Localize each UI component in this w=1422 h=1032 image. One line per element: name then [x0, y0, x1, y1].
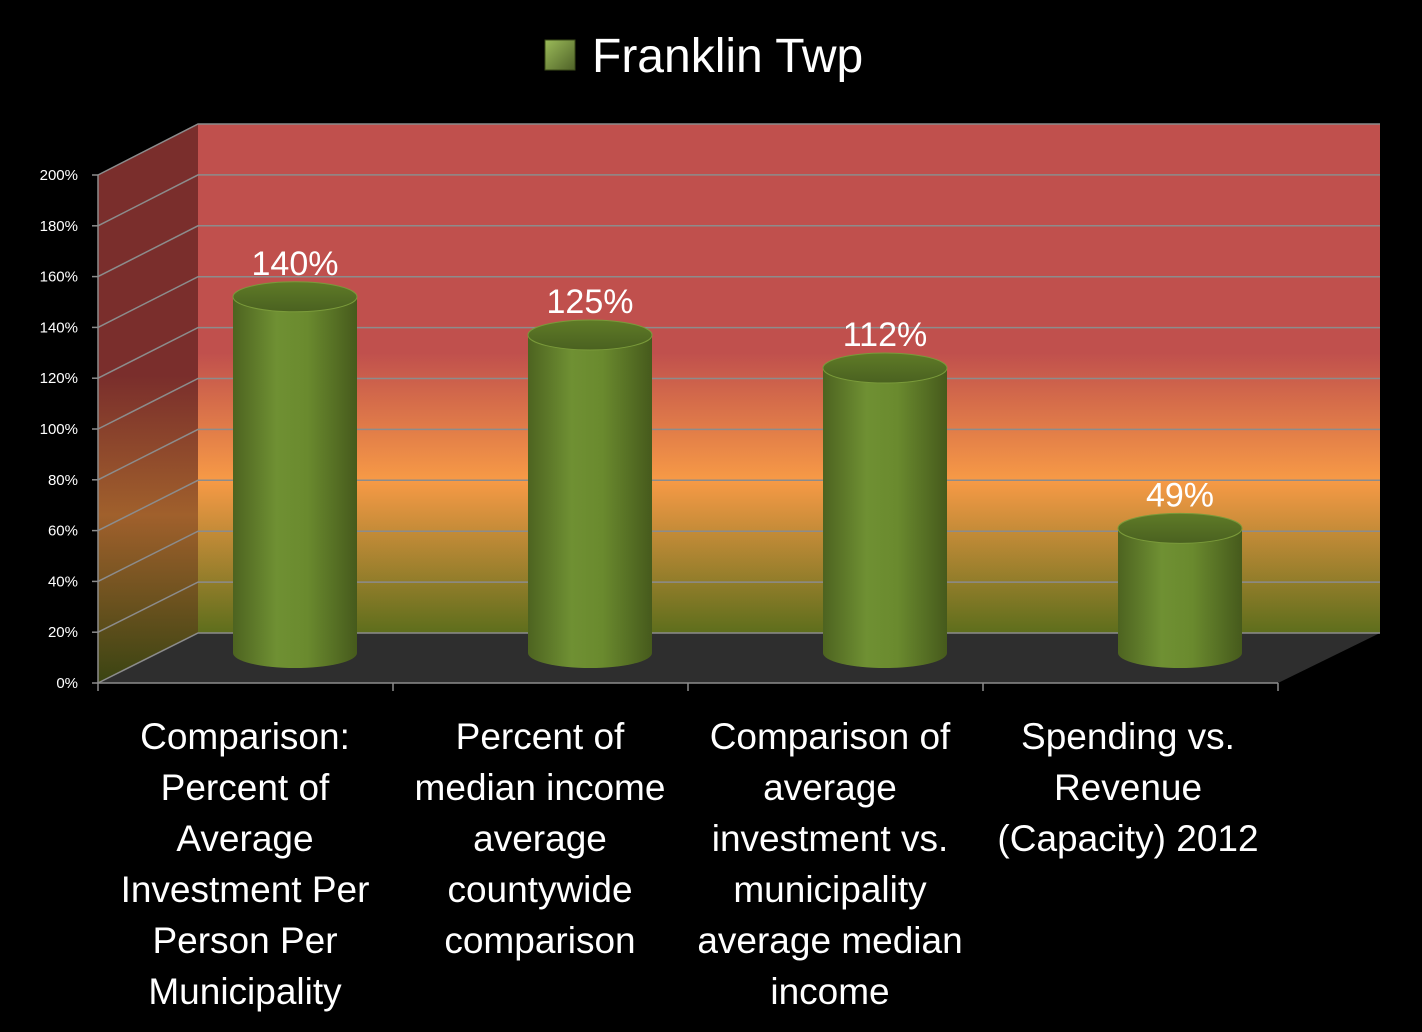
category-label: Comparison of average investment vs. munici…: [697, 716, 962, 1012]
y-tick-label: 100%: [40, 421, 78, 438]
bar: [1117, 512, 1243, 668]
category-label-line: (Capacity) 2012: [997, 818, 1258, 859]
category-label: Comparison: Percent of Average Investment P…: [121, 716, 370, 1012]
bar: [527, 319, 653, 668]
category-label-line: Municipality: [148, 971, 342, 1012]
category-label-line: Average: [176, 818, 313, 859]
gridline: [97, 632, 1380, 684]
floor: [98, 633, 1380, 683]
bars: [232, 281, 1243, 668]
gridline: [97, 479, 1380, 532]
bar-body: [528, 334, 652, 668]
category-label-line: income: [770, 971, 889, 1012]
category-label-line: average: [473, 818, 607, 859]
gridline: [97, 225, 1380, 278]
y-tick-label: 120%: [40, 370, 78, 387]
gridlines: [97, 123, 1380, 684]
gridline: [97, 377, 1380, 430]
plot-area: 0% 20% 40% 60% 80% 100% 120% 140% 160% 180% 200% 1…: [40, 123, 1380, 1012]
y-tick-label: 180%: [40, 218, 78, 235]
bar: [822, 352, 948, 668]
y-tick-label: 80%: [48, 472, 78, 489]
y-tick-label: 40%: [48, 573, 78, 590]
category-label-line: Percent of: [456, 716, 625, 757]
y-tick-label: 140%: [40, 319, 78, 336]
data-labels: 140% 125% 112% 49%: [252, 245, 1215, 515]
x-axis: [97, 682, 1279, 691]
bar-top: [1117, 512, 1243, 544]
category-labels: Comparison: Percent of Average Investment P…: [121, 716, 1259, 1012]
category-label-line: Spending vs.: [1021, 716, 1235, 757]
category-label-line: Comparison of: [710, 716, 951, 757]
y-tick-label: 0%: [56, 675, 78, 692]
category-label-line: Comparison:: [140, 716, 350, 757]
bar-top: [232, 281, 358, 313]
category-label-line: Revenue: [1054, 767, 1202, 808]
category-label-line: average median: [697, 920, 962, 961]
category-label-line: investment vs.: [712, 818, 948, 859]
gridline: [97, 123, 1380, 176]
gridline: [97, 428, 1380, 481]
bar-top: [527, 319, 653, 351]
data-label: 140%: [252, 245, 339, 283]
category-label: Percent of median income average countywide…: [415, 716, 666, 961]
bar-top: [822, 352, 948, 384]
gridline: [97, 581, 1380, 633]
data-label: 49%: [1146, 476, 1214, 514]
bar-body: [1118, 528, 1242, 668]
legend-swatch-franklin-twp: [544, 39, 576, 71]
gridline: [97, 326, 1380, 379]
y-tick-label: 160%: [40, 269, 78, 286]
category-label-line: median income: [415, 767, 666, 808]
category-label-line: average: [763, 767, 897, 808]
gridline: [97, 174, 1380, 227]
category-label-line: Investment Per: [121, 869, 370, 910]
legend-label-franklin-twp: Franklin Twp: [592, 30, 863, 83]
category-label-line: Percent of: [161, 767, 330, 808]
category-label-line: Person Per: [152, 920, 337, 961]
category-label-line: countywide: [447, 869, 632, 910]
category-label: Spending vs. Revenue (Capacity) 2012: [997, 716, 1258, 859]
y-tick-label: 60%: [48, 523, 78, 540]
gridline: [97, 530, 1380, 583]
legend: Franklin Twp: [544, 30, 863, 83]
y-axis: 0% 20% 40% 60% 80% 100% 120% 140% 160% 180% 200%: [40, 167, 99, 692]
y-tick-label: 20%: [48, 624, 78, 641]
category-label-line: comparison: [444, 920, 635, 961]
gridline: [97, 275, 1380, 329]
data-label: 125%: [547, 283, 634, 321]
bar-body: [823, 368, 947, 668]
data-label: 112%: [843, 316, 927, 354]
bar: [232, 281, 358, 668]
bar-body: [233, 296, 357, 668]
y-tick-label: 200%: [40, 167, 78, 184]
category-label-line: municipality: [733, 869, 927, 910]
